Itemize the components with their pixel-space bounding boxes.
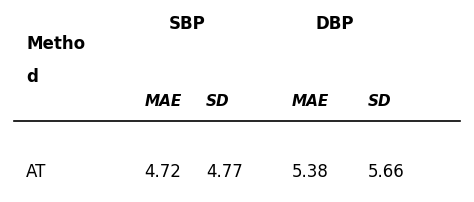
Text: 4.77: 4.77: [206, 163, 243, 181]
Text: 5.66: 5.66: [367, 163, 404, 181]
Text: DBP: DBP: [315, 15, 354, 33]
Text: MAE: MAE: [145, 94, 182, 108]
Text: SBP: SBP: [168, 15, 205, 33]
Text: SD: SD: [367, 94, 391, 108]
Text: 4.72: 4.72: [145, 163, 182, 181]
Text: 5.38: 5.38: [292, 163, 328, 181]
Text: MAE: MAE: [292, 94, 329, 108]
Text: SD: SD: [206, 94, 230, 108]
Text: d: d: [26, 68, 38, 86]
Text: Metho: Metho: [26, 35, 85, 54]
Text: AT: AT: [26, 163, 46, 181]
